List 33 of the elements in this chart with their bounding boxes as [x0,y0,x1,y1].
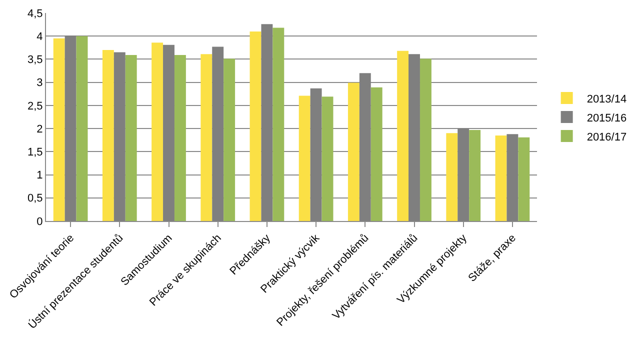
y-tick-label: 4,5 [28,8,43,20]
bar [322,96,334,221]
legend-label: 2016/17 [586,131,627,144]
y-tick-label: 3,5 [28,54,43,66]
bar [397,50,409,221]
y-tick-label: 4 [36,30,43,43]
bar [518,137,530,221]
bar [200,54,212,221]
y-tick-label: 0,5 [28,192,43,205]
y-tick-label: 2,5 [28,100,43,112]
bar [370,87,382,221]
legend-label: 2015/16 [586,112,627,124]
y-tick-label: 1,5 [28,146,43,159]
bar [102,50,114,221]
bar [272,28,284,221]
bar [224,58,236,221]
bar [76,36,88,221]
y-tick-label: 3 [36,77,43,90]
y-tick-label: 2 [36,123,43,136]
legend-label: 2013/14 [586,93,627,106]
y-tick-label: 0 [36,216,43,228]
bar [152,42,164,221]
bar [446,133,458,221]
bar [420,58,432,221]
y-tick-label: 1 [36,170,43,182]
bar [250,31,262,221]
bar [469,130,481,221]
bar [53,38,65,221]
bar [125,55,137,221]
bar [495,135,507,221]
bar [174,55,186,221]
bar [298,96,310,221]
bar [348,82,360,221]
